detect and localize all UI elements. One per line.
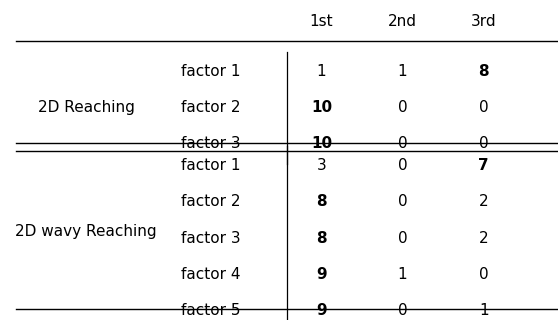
Text: 7: 7 (478, 158, 489, 173)
Text: 0: 0 (479, 267, 488, 282)
Text: 9: 9 (316, 267, 327, 282)
Text: 8: 8 (316, 230, 327, 245)
Text: factor 1: factor 1 (181, 64, 240, 79)
Text: 2: 2 (479, 230, 488, 245)
Text: 10: 10 (311, 137, 332, 151)
Text: 0: 0 (398, 137, 407, 151)
Text: 0: 0 (398, 195, 407, 210)
Text: 8: 8 (316, 195, 327, 210)
Text: factor 4: factor 4 (181, 267, 240, 282)
Text: 2D Reaching: 2D Reaching (38, 100, 134, 116)
Text: 0: 0 (398, 158, 407, 173)
Text: 1: 1 (479, 303, 488, 318)
Text: 1: 1 (316, 64, 326, 79)
Text: 1: 1 (398, 64, 407, 79)
Text: factor 1: factor 1 (181, 158, 240, 173)
Text: factor 2: factor 2 (181, 100, 240, 116)
Text: 8: 8 (478, 64, 489, 79)
Text: 9: 9 (316, 303, 327, 318)
Text: 1st: 1st (310, 14, 333, 29)
Text: 1: 1 (398, 267, 407, 282)
Text: 0: 0 (479, 100, 488, 116)
Text: factor 5: factor 5 (181, 303, 240, 318)
Text: factor 3: factor 3 (181, 230, 240, 245)
Text: 2: 2 (479, 195, 488, 210)
Text: 0: 0 (398, 230, 407, 245)
Text: 10: 10 (311, 100, 332, 116)
Text: 0: 0 (398, 303, 407, 318)
Text: 3: 3 (316, 158, 326, 173)
Text: 2D wavy Reaching: 2D wavy Reaching (16, 224, 157, 239)
Text: 2nd: 2nd (388, 14, 417, 29)
Text: 0: 0 (398, 100, 407, 116)
Text: factor 2: factor 2 (181, 195, 240, 210)
Text: 0: 0 (479, 137, 488, 151)
Text: 3rd: 3rd (471, 14, 497, 29)
Text: factor 3: factor 3 (181, 137, 240, 151)
